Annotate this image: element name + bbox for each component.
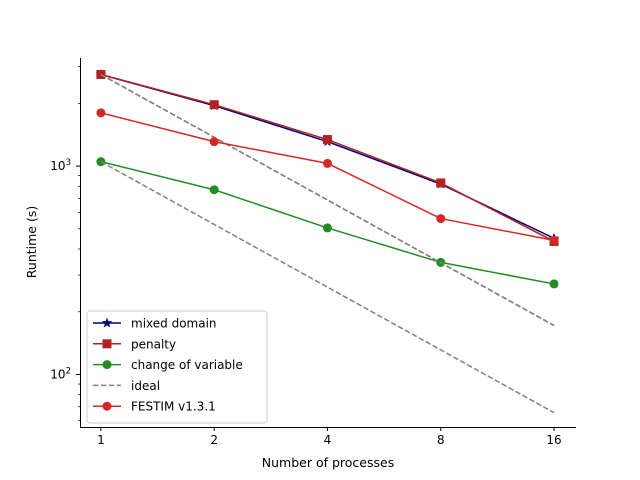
legend-marker-mixed-domain xyxy=(101,317,113,328)
festim-v1-3-1-line xyxy=(100,112,555,242)
penalty-point xyxy=(436,178,446,188)
axes xyxy=(80,58,576,428)
legend-label-mixed-domain: mixed domain xyxy=(131,317,217,331)
series-ideal xyxy=(100,161,555,414)
penalty-line xyxy=(100,73,555,243)
legend-marker-festim-v1-3-1 xyxy=(102,401,112,411)
change-of-variable-line xyxy=(100,160,555,285)
festim-v1-3-1-point xyxy=(549,235,559,245)
x-tick-label: 8 xyxy=(437,433,445,447)
series-ideal xyxy=(100,73,555,327)
ideal-line xyxy=(100,73,555,327)
y-tick-label: 103 xyxy=(50,158,71,173)
ideal-line xyxy=(100,161,555,414)
change-of-variable-point xyxy=(549,279,559,289)
penalty-point xyxy=(322,135,332,145)
y-tick-label-exponent: 3 xyxy=(66,158,71,168)
ideal-line xyxy=(100,73,555,327)
legend-label-festim-v1-3-1: FESTIM v1.3.1 xyxy=(131,400,216,414)
x-tick-label: 1 xyxy=(97,433,105,447)
festim-v1-3-1-point xyxy=(209,137,219,147)
festim-v1-3-1-point xyxy=(322,158,332,168)
x-axis-label: Number of processes xyxy=(262,455,394,470)
change-of-variable-point xyxy=(209,185,219,195)
festim-v1-3-1-point xyxy=(436,214,446,224)
legend-frame xyxy=(86,310,268,424)
series-ideal xyxy=(100,73,555,327)
legend-label-penalty: penalty xyxy=(131,337,176,351)
y-tick-label-exponent: 2 xyxy=(66,367,71,377)
legend: mixed domain penalty change of variable ide… xyxy=(86,310,268,424)
y-tick-label: 102 xyxy=(50,367,71,382)
y-axis-label: Runtime (s) xyxy=(24,206,39,278)
series-layer xyxy=(95,69,560,414)
series-festim-v1-3-1 xyxy=(96,108,559,245)
change-of-variable-point xyxy=(322,223,332,233)
x-tick-label: 2 xyxy=(210,433,218,447)
series-change-of-variable xyxy=(96,157,559,289)
x-tick-label: 4 xyxy=(324,433,332,447)
legend-label-change-of-variable: change of variable xyxy=(131,358,243,372)
x-tick-label: 16 xyxy=(546,433,561,447)
festim-v1-3-1-point xyxy=(96,108,106,118)
legend-label-ideal: ideal xyxy=(131,379,160,393)
legend-marker-penalty xyxy=(102,339,112,349)
legend-marker-change-of-variable xyxy=(102,360,112,370)
series-penalty xyxy=(96,70,559,246)
penalty-point xyxy=(209,100,219,110)
mixed-domain-line xyxy=(100,73,555,240)
series-mixed-domain xyxy=(95,69,560,243)
